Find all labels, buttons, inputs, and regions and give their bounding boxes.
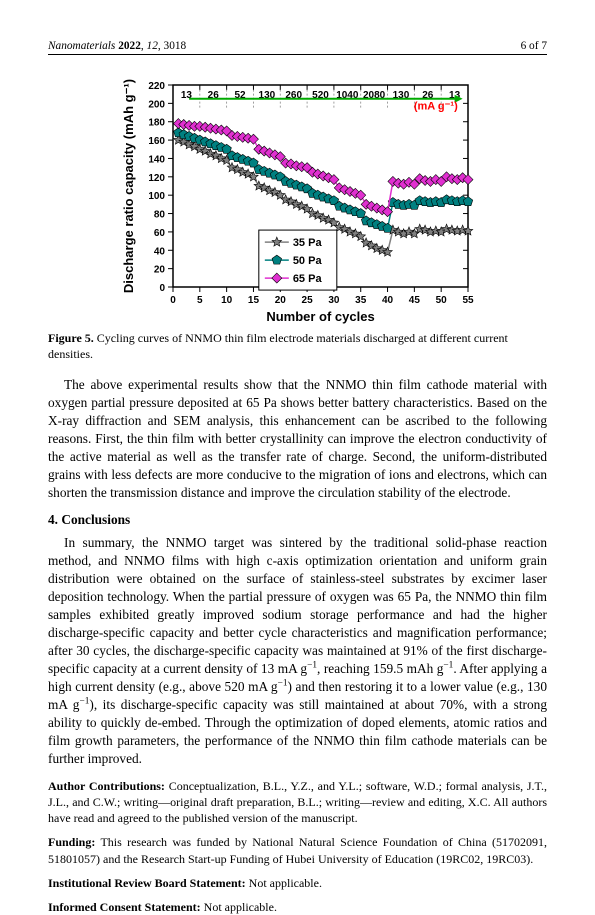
svg-text:30: 30 (328, 295, 340, 306)
svg-text:220: 220 (148, 81, 165, 92)
svg-text:40: 40 (153, 246, 165, 257)
consent-label: Informed Consent Statement: (48, 900, 201, 914)
svg-text:60: 60 (153, 228, 165, 239)
svg-text:40: 40 (381, 295, 393, 306)
journal-name: Nanomaterials (48, 40, 115, 52)
author-contrib-label: Author Contributions: (48, 779, 165, 793)
svg-text:65 Pa: 65 Pa (292, 273, 322, 285)
paragraph-results: The above experimental results show that… (48, 376, 547, 502)
section-4-title: 4. Conclusions (48, 512, 547, 528)
irb-label: Institutional Review Board Statement: (48, 876, 246, 890)
svg-text:5: 5 (197, 295, 203, 306)
caption-text: Cycling curves of NNMO thin film electro… (48, 331, 508, 361)
svg-text:80: 80 (153, 210, 165, 221)
author-contributions: Author Contributions: Conceptualization,… (48, 778, 547, 827)
running-header: Nanomaterials 2022, 12, 3018 6 of 7 (48, 40, 547, 55)
irb-text: Not applicable. (249, 876, 322, 890)
journal-volume: 12 (147, 40, 158, 52)
svg-text:50: 50 (435, 295, 447, 306)
caption-prefix: Figure 5. (48, 331, 94, 345)
svg-text:35 Pa: 35 Pa (292, 237, 322, 249)
svg-text:35: 35 (355, 295, 367, 306)
figure5-container: 0 5 10 15 20 25 30 35 40 45 50 55 0 20 40 60 80 100 120 140… (48, 75, 547, 325)
svg-text:50 Pa: 50 Pa (292, 255, 322, 267)
svg-text:200: 200 (148, 99, 165, 110)
svg-text:0: 0 (159, 283, 165, 294)
funding: Funding: This research was funded by Nat… (48, 834, 547, 866)
figure5-chart: 0 5 10 15 20 25 30 35 40 45 50 55 0 20 40 60 80 100 120 140… (118, 75, 478, 325)
svg-text:20: 20 (153, 265, 165, 276)
svg-text:25: 25 (301, 295, 313, 306)
svg-text:20: 20 (274, 295, 286, 306)
consent-statement: Informed Consent Statement: Not applicab… (48, 899, 547, 915)
page-number: 6 of 7 (521, 40, 547, 52)
svg-text:45: 45 (408, 295, 420, 306)
funding-label: Funding: (48, 835, 95, 849)
svg-text:Discharge ratio capacity (mAh: Discharge ratio capacity (mAh g⁻¹) (121, 79, 136, 293)
svg-text:160: 160 (148, 136, 165, 147)
figure5-caption: Figure 5. Cycling curves of NNMO thin fi… (48, 331, 547, 362)
svg-text:Number of cycles: Number of cycles (266, 309, 374, 324)
svg-text:120: 120 (148, 173, 165, 184)
svg-text:15: 15 (247, 295, 259, 306)
page: Nanomaterials 2022, 12, 3018 6 of 7 0 5 10… (0, 0, 595, 842)
paragraph-conclusions: In summary, the NNMO target was sintered… (48, 534, 547, 768)
journal-info: Nanomaterials 2022, 12, 3018 (48, 40, 186, 52)
svg-text:140: 140 (148, 154, 165, 165)
svg-text:10: 10 (221, 295, 233, 306)
svg-text:55: 55 (462, 295, 474, 306)
svg-text:0: 0 (170, 295, 176, 306)
svg-text:100: 100 (148, 191, 165, 202)
journal-year: 2022 (118, 40, 141, 52)
consent-text: Not applicable. (204, 900, 277, 914)
funding-text: This research was funded by National Nat… (48, 835, 547, 865)
svg-text:(mA g⁻¹): (mA g⁻¹) (413, 100, 457, 112)
svg-text:180: 180 (148, 118, 165, 129)
irb-statement: Institutional Review Board Statement: No… (48, 875, 547, 891)
article-number: 3018 (164, 40, 187, 52)
